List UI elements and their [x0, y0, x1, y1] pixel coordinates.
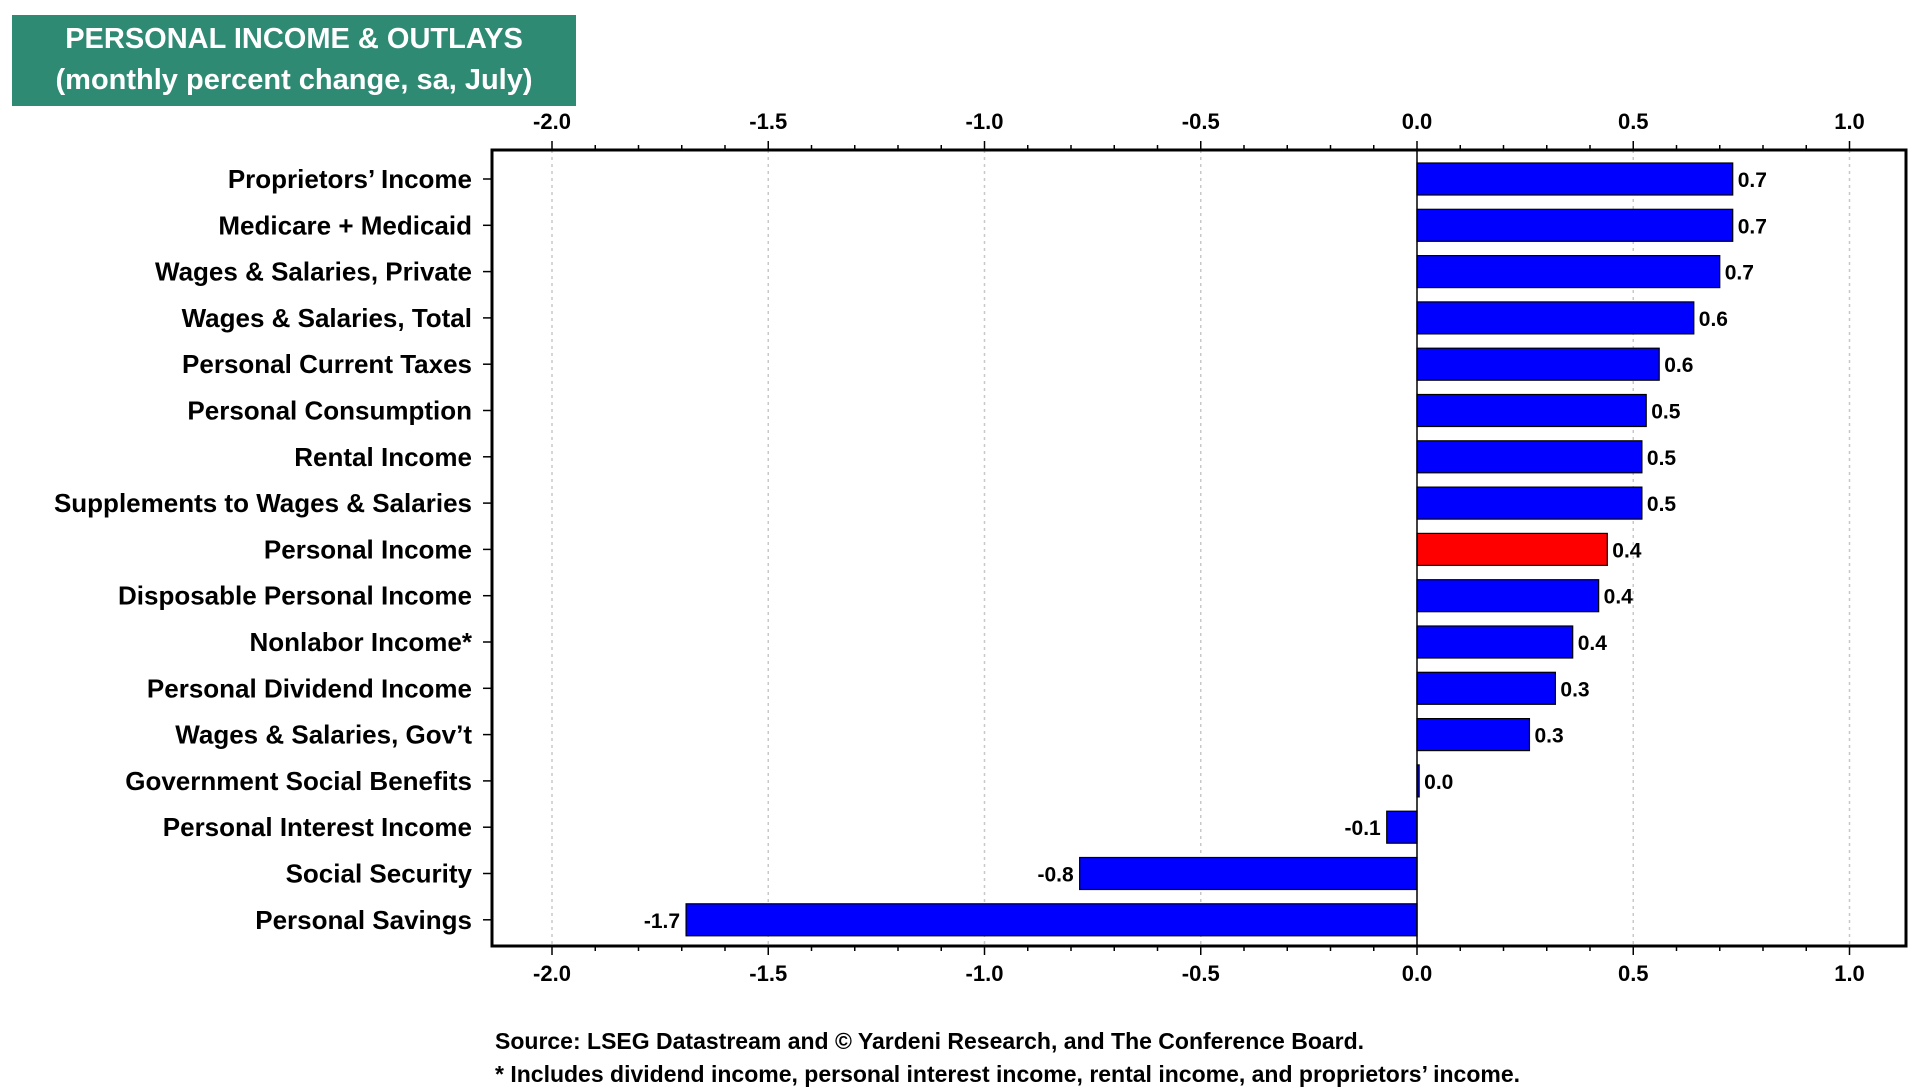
data-label-11: 0.3	[1560, 678, 1589, 701]
bar-8	[1416, 532, 1608, 567]
top-tick-label-3: -0.5	[1182, 109, 1220, 134]
data-label-3: 0.6	[1699, 308, 1728, 331]
bar-3	[1416, 301, 1695, 335]
bar-14	[1386, 810, 1418, 844]
bar-2	[1416, 255, 1721, 289]
data-label-12: 0.3	[1534, 725, 1563, 748]
category-label-5: Personal Consumption	[187, 396, 472, 426]
bar-16	[685, 903, 1418, 937]
data-label-15: -0.8	[1037, 864, 1074, 887]
category-label-8: Personal Income	[264, 534, 472, 564]
bar-6	[1416, 440, 1643, 474]
source-note: Source: LSEG Datastream and © Yardeni Re…	[495, 1028, 1365, 1054]
category-label-6: Rental Income	[294, 442, 472, 472]
data-label-16: -1.7	[644, 910, 680, 933]
category-label-1: Medicare + Medicaid	[218, 210, 472, 240]
category-label-9: Disposable Personal Income	[118, 581, 472, 611]
chart-subtitle: (monthly percent change, sa, July)	[55, 64, 533, 96]
category-label-12: Wages & Salaries, Gov’t	[175, 720, 472, 750]
bottom-tick-label-1: -1.5	[749, 961, 787, 986]
top-tick-label-2: -1.0	[966, 109, 1004, 134]
bar-1	[1416, 208, 1734, 242]
data-label-5: 0.5	[1651, 401, 1681, 424]
bottom-tick-label-3: -0.5	[1182, 961, 1220, 986]
category-label-3: Wages & Salaries, Total	[182, 303, 472, 333]
data-label-13: 0.0	[1424, 771, 1453, 794]
bar-12	[1416, 717, 1531, 752]
top-tick-label-6: 1.0	[1834, 109, 1865, 134]
bottom-tick-label-6: 1.0	[1834, 961, 1865, 986]
category-label-13: Government Social Benefits	[125, 766, 472, 796]
category-label-11: Personal Dividend Income	[147, 673, 472, 703]
bar-5	[1416, 393, 1647, 428]
data-label-0: 0.7	[1738, 169, 1767, 192]
data-label-4: 0.6	[1664, 354, 1693, 377]
category-label-0: Proprietors’ Income	[228, 164, 472, 194]
category-label-14: Personal Interest Income	[163, 812, 472, 842]
top-tick-label-5: 0.5	[1618, 109, 1649, 134]
bar-4	[1416, 347, 1660, 381]
data-label-1: 0.7	[1738, 215, 1767, 238]
category-label-7: Supplements to Wages & Salaries	[54, 488, 472, 518]
bottom-tick-label-2: -1.0	[966, 961, 1004, 986]
bar-0	[1416, 162, 1734, 196]
category-label-2: Wages & Salaries, Private	[155, 257, 472, 287]
category-label-16: Personal Savings	[255, 905, 472, 935]
chart-title: PERSONAL INCOME & OUTLAYS	[65, 23, 523, 55]
bar-7	[1416, 486, 1643, 520]
plot-frame	[490, 148, 1908, 948]
bar-11	[1416, 671, 1556, 705]
bottom-tick-label-5: 0.5	[1618, 961, 1649, 986]
data-label-7: 0.5	[1647, 493, 1677, 516]
data-label-8: 0.4	[1612, 539, 1642, 562]
bar-10	[1416, 625, 1574, 659]
bar-15	[1079, 856, 1418, 891]
data-label-2: 0.7	[1725, 262, 1754, 285]
data-label-9: 0.4	[1604, 586, 1634, 609]
category-label-15: Social Security	[286, 859, 473, 889]
category-label-10: Nonlabor Income*	[250, 627, 473, 657]
bottom-tick-label-4: 0.0	[1402, 961, 1433, 986]
footnote: * Includes dividend income, personal int…	[495, 1061, 1521, 1087]
top-tick-label-1: -1.5	[749, 109, 787, 134]
top-tick-label-0: -2.0	[533, 109, 571, 134]
bar-9	[1416, 579, 1600, 613]
data-label-14: -0.1	[1345, 817, 1382, 840]
bar-chart: Proprietors’ Income 0.7 Medicare + Medicai…	[54, 109, 1908, 986]
chart-title-box: PERSONAL INCOME & OUTLAYS (monthly perce…	[12, 15, 576, 106]
bottom-tick-label-0: -2.0	[533, 961, 571, 986]
data-label-6: 0.5	[1647, 447, 1677, 470]
data-label-10: 0.4	[1578, 632, 1608, 655]
top-tick-label-4: 0.0	[1402, 109, 1433, 134]
category-label-4: Personal Current Taxes	[182, 349, 472, 379]
